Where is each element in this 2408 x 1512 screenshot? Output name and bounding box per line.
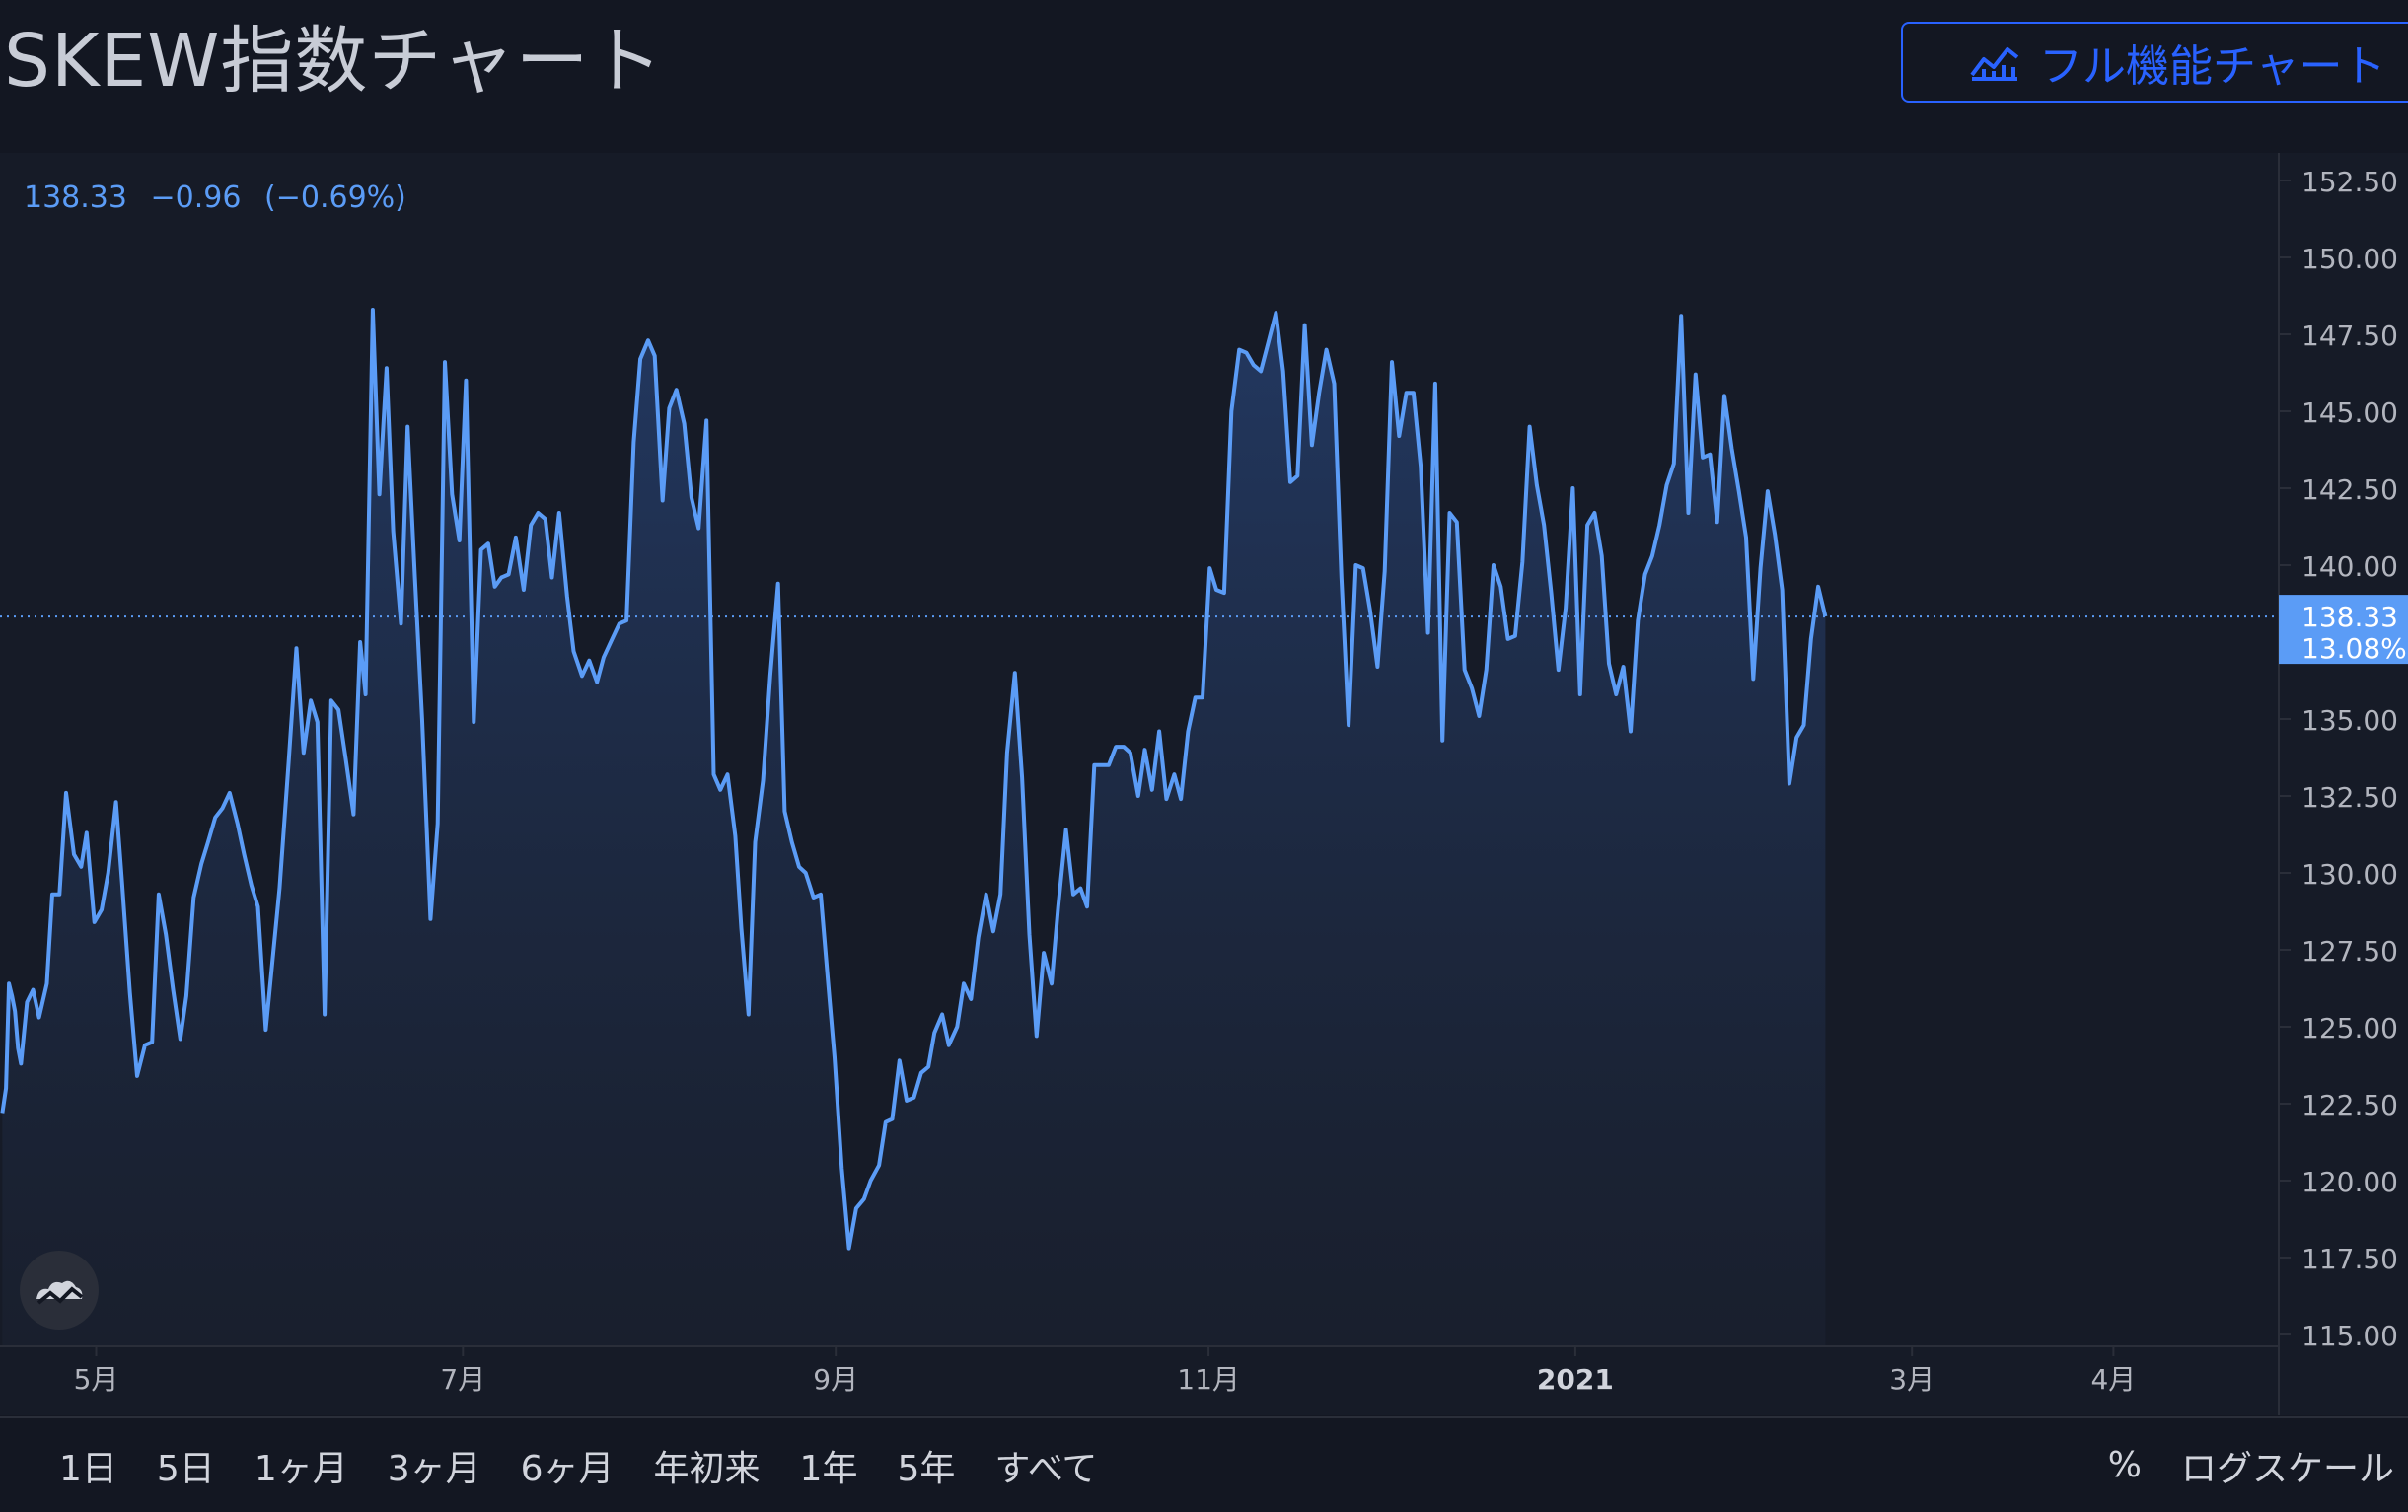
chart-panel[interactable]: 152.50150.00147.50145.00142.50140.00137.… [0, 153, 2408, 1415]
y-tick-label: 140.00 [2301, 550, 2398, 583]
range-3m-button[interactable]: 3ヶ月 [387, 1448, 481, 1489]
x-tick-label: 3月 [1889, 1363, 1934, 1396]
range-5y-button[interactable]: 5年 [897, 1448, 956, 1489]
bottom-toolbar: 1日 5日 1ヶ月 3ヶ月 6ヶ月 年初来 1年 5年 すべて % ログスケール [0, 1416, 2408, 1512]
chart-line-icon [1970, 47, 2019, 81]
log-scale-button[interactable]: ログスケール [2180, 1448, 2394, 1489]
quote-last: 138.33 [24, 180, 127, 215]
range-6m-button[interactable]: 6ヶ月 [520, 1448, 615, 1489]
y-tick-label: 145.00 [2301, 396, 2398, 429]
quote-change-pct: (−0.69%) [264, 180, 406, 215]
price-chart[interactable]: 152.50150.00147.50145.00142.50140.00137.… [0, 153, 2408, 1415]
x-tick-label: 4月 [2090, 1363, 2136, 1396]
quote-line: 138.33 −0.96 (−0.69%) [24, 180, 420, 215]
last-price-box [2279, 595, 2408, 665]
x-tick-label: 9月 [813, 1363, 858, 1396]
x-tick-label: 7月 [440, 1363, 485, 1396]
x-tick-label: 2021 [1537, 1363, 1614, 1396]
range-5d-button[interactable]: 5日 [156, 1448, 215, 1489]
y-tick-label: 120.00 [2301, 1166, 2398, 1198]
y-tick-label: 150.00 [2301, 243, 2398, 275]
range-all-button[interactable]: すべて [994, 1448, 1098, 1489]
y-tick-label: 117.50 [2301, 1243, 2398, 1275]
last-price-value: 138.33 [2301, 601, 2398, 633]
y-tick-label: 130.00 [2301, 858, 2398, 891]
range-1d-button[interactable]: 1日 [59, 1448, 117, 1489]
page-title: SKEW指数チャート [4, 19, 664, 104]
y-tick-label: 147.50 [2301, 320, 2398, 352]
tradingview-logo[interactable] [20, 1251, 99, 1330]
last-price-pct: 13.08% [2301, 632, 2407, 665]
range-1m-button[interactable]: 1ヶ月 [254, 1448, 348, 1489]
quote-change: −0.96 [150, 180, 242, 215]
x-tick-label: 5月 [74, 1363, 119, 1396]
cloud-chart-icon [36, 1280, 84, 1305]
scale-buttons: % ログスケール [2108, 1418, 2394, 1512]
series-line [0, 308, 1828, 1251]
x-tick-label: 11月 [1177, 1363, 1240, 1396]
y-tick-label: 142.50 [2301, 473, 2398, 506]
y-tick-label: 132.50 [2301, 781, 2398, 814]
range-1y-button[interactable]: 1年 [799, 1448, 858, 1489]
y-tick-label: 152.50 [2301, 166, 2398, 198]
y-tick-label: 122.50 [2301, 1089, 2398, 1121]
range-ytd-button[interactable]: 年初来 [653, 1448, 761, 1489]
series-area [2, 310, 1826, 1346]
y-tick-label: 125.00 [2301, 1012, 2398, 1044]
full-chart-label: フル機能チャート [2039, 41, 2386, 92]
y-tick-label: 115.00 [2301, 1320, 2398, 1352]
y-tick-label: 127.50 [2301, 935, 2398, 968]
range-buttons: 1日 5日 1ヶ月 3ヶ月 6ヶ月 年初来 1年 5年 すべて [39, 1418, 1117, 1512]
y-tick-label: 135.00 [2301, 704, 2398, 737]
full-chart-button[interactable]: フル機能チャート [1901, 22, 2408, 103]
percent-scale-button[interactable]: % [2107, 1445, 2142, 1485]
